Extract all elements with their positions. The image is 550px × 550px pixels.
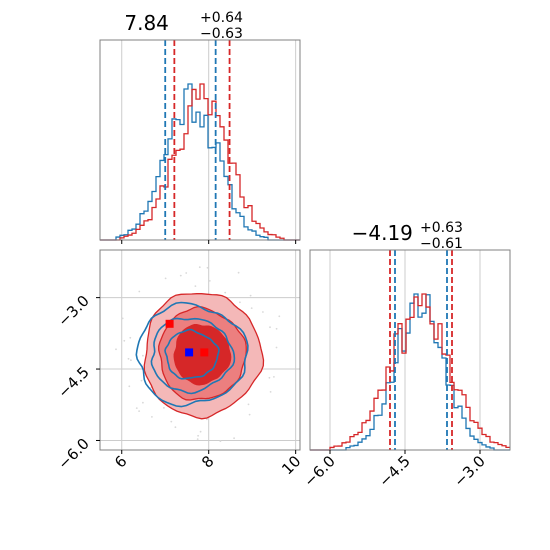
contour-sample-point <box>115 348 117 351</box>
contour-marker-marker_red <box>200 348 209 357</box>
contour-sample-point <box>142 401 144 404</box>
contour-sample-point <box>129 336 132 339</box>
contour-sample-point <box>142 354 144 357</box>
hist2-frame <box>309 249 511 451</box>
hist2-gridlines <box>329 250 481 450</box>
contour-sample-point <box>163 407 165 409</box>
contour-sample-point <box>138 410 141 412</box>
contour-sample-point <box>199 430 202 433</box>
contour-frame <box>99 249 301 451</box>
contour-sample-point <box>268 376 271 379</box>
contour-sample-point <box>247 403 250 406</box>
contour-sample-point <box>196 438 199 440</box>
contour-x-ticks: 6 8 10 <box>111 450 304 478</box>
contour-sample-point <box>249 294 252 297</box>
hist2-quantile-lines <box>389 250 453 450</box>
contour-blue-level-3 <box>164 328 220 380</box>
contour-sample-point <box>269 326 271 329</box>
contour-blue-level-2 <box>150 317 236 395</box>
hist1-title-minus: −0.63 <box>200 26 243 42</box>
contour-sample-point <box>135 407 138 409</box>
contour-sample-point <box>197 434 200 437</box>
contour-sample-point <box>123 339 126 342</box>
contour-sample-point <box>239 301 241 304</box>
contour-sample-point <box>170 420 173 423</box>
contour-sample-point <box>250 307 253 309</box>
contour-sample-point <box>248 413 251 416</box>
contour-sample-point <box>208 280 211 282</box>
hist1-gridlines <box>121 40 297 240</box>
hist2-step-lines <box>310 293 510 451</box>
contour-sample-point <box>269 391 272 393</box>
contour-sample-point <box>262 311 264 313</box>
hist1-blue-step <box>100 83 300 241</box>
contour-y-tick-label: −3.0 <box>54 292 92 330</box>
contour-sample-point <box>237 271 240 274</box>
contour-sample-point <box>219 440 222 443</box>
contour-sample-point <box>179 274 182 277</box>
contour-sample-point <box>128 385 131 388</box>
contour-marker-marker_blue <box>185 348 194 357</box>
contour-sample-point <box>174 426 177 429</box>
hist2-blue-step <box>310 293 510 451</box>
hist2-tick-label: −6.0 <box>300 452 338 490</box>
contour-sample-point <box>121 317 124 320</box>
contour-sample-point <box>138 290 141 293</box>
hist1-step-lines <box>100 83 300 241</box>
contour-sample-point <box>185 272 188 274</box>
hist1-title-plus: +0.64 <box>200 10 243 26</box>
hist1-title: 7.84 +0.64 −0.63 <box>124 7 248 42</box>
contour-sample-point <box>194 285 197 287</box>
hist2-title-value: −4.19 <box>352 221 413 245</box>
contour-sample-point <box>164 277 167 280</box>
hist1-quantile-lines <box>164 40 231 240</box>
hist2-tick-label: −3.0 <box>450 452 488 490</box>
contour-x-tick-label: 6 <box>111 452 130 471</box>
contour-y-ticks: −3.0 −4.5 −6.0 <box>54 292 100 473</box>
contour-red-filled-levels <box>115 266 281 443</box>
contour-sample-point <box>206 418 208 421</box>
contour-panel: 6 8 10 −3.0 −4.5 −6.0 <box>54 249 304 478</box>
hist2-red-step <box>310 293 510 451</box>
hist2-title-plus: +0.63 <box>420 220 463 236</box>
hist2-ticks: −6.0 −4.5 −3.0 <box>300 450 489 491</box>
contour-sample-point <box>198 266 201 269</box>
contour-sample-point <box>273 376 275 378</box>
contour-sample-point <box>140 379 143 382</box>
contour-sample-point <box>233 437 236 440</box>
hist2-tick-label: −4.5 <box>375 452 413 490</box>
hist1-title-value: 7.84 <box>124 11 169 35</box>
contour-blue-lines <box>135 301 249 408</box>
hist1-panel: 7.84 +0.64 −0.63 <box>99 7 301 244</box>
contour-y-tick-label: −6.0 <box>54 435 92 473</box>
hist2-title: −4.19 +0.63 −0.61 <box>352 217 468 252</box>
contour-sample-point <box>275 346 278 349</box>
contour-markers <box>165 319 209 357</box>
contour-sample-point <box>127 357 130 360</box>
contour-sample-point <box>278 315 281 318</box>
contour-sample-point <box>224 291 227 294</box>
contour-sample-point <box>275 327 278 330</box>
contour-marker-marker_red <box>165 319 174 328</box>
contour-sample-point <box>130 359 132 362</box>
contour-x-tick-label: 8 <box>198 452 217 471</box>
hist1-frame <box>99 39 301 241</box>
contour-y-tick-label: −4.5 <box>54 363 92 401</box>
hist2-title-minus: −0.61 <box>420 236 463 252</box>
contour-blue-level-1 <box>135 301 249 408</box>
contour-x-tick-label: 10 <box>278 452 304 478</box>
contour-sample-point <box>206 266 209 269</box>
contour-sample-point <box>151 416 153 418</box>
hist1-red-step <box>100 83 300 241</box>
hist2-panel: −4.19 +0.63 −0.61 −6.0 −4.5 −3.0 <box>300 217 511 491</box>
hist1-ticks <box>121 240 297 244</box>
